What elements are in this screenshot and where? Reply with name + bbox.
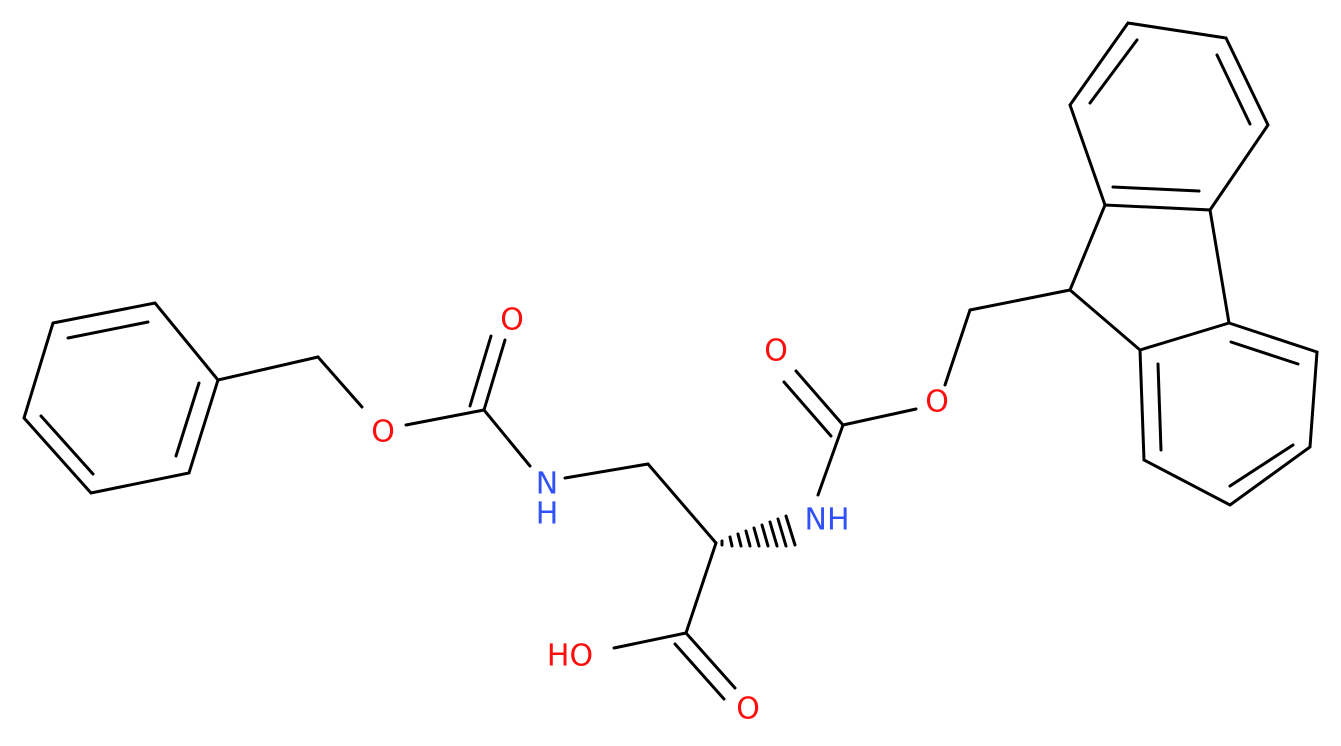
upper-ring <box>1068 21 1270 212</box>
atom-label: N <box>536 467 558 502</box>
double-bond <box>1088 38 1139 105</box>
lower-ring <box>1138 321 1319 507</box>
double-bond <box>1215 53 1252 126</box>
bond <box>316 355 364 409</box>
atom-label: HO <box>547 639 593 674</box>
double-bond <box>174 381 201 458</box>
atom-label: NH <box>805 503 850 538</box>
hashed-wedge <box>720 514 797 548</box>
atom-label: O <box>500 303 524 338</box>
bond <box>968 288 1072 312</box>
atom-label: O <box>925 385 949 420</box>
bond <box>684 541 718 635</box>
atom-label: O <box>371 415 395 450</box>
double-bond <box>1228 443 1295 488</box>
bond <box>943 308 972 387</box>
bond <box>482 338 507 412</box>
bond <box>816 423 845 497</box>
atom-labels: O O N H O O NH HO O <box>371 303 949 727</box>
double-bond <box>673 642 726 701</box>
bond <box>646 462 718 545</box>
bond <box>794 369 845 427</box>
bond <box>563 462 650 480</box>
double-bond <box>468 334 493 408</box>
double-bond <box>782 380 833 438</box>
five-ring <box>1068 203 1231 352</box>
atom-label: O <box>764 334 788 369</box>
double-bond <box>1111 185 1201 193</box>
bond <box>482 408 532 468</box>
bond <box>404 408 486 427</box>
bond <box>216 355 320 382</box>
atom-label: O <box>736 692 760 727</box>
bond <box>612 631 688 650</box>
bond <box>684 631 737 690</box>
double-bond <box>1229 340 1300 366</box>
bonds <box>22 21 1319 701</box>
benzene-ring <box>22 301 220 495</box>
double-bond <box>66 320 150 340</box>
atom-label: H <box>536 497 559 532</box>
double-bond <box>1156 362 1163 452</box>
double-bond <box>39 414 95 476</box>
bond <box>841 407 918 427</box>
